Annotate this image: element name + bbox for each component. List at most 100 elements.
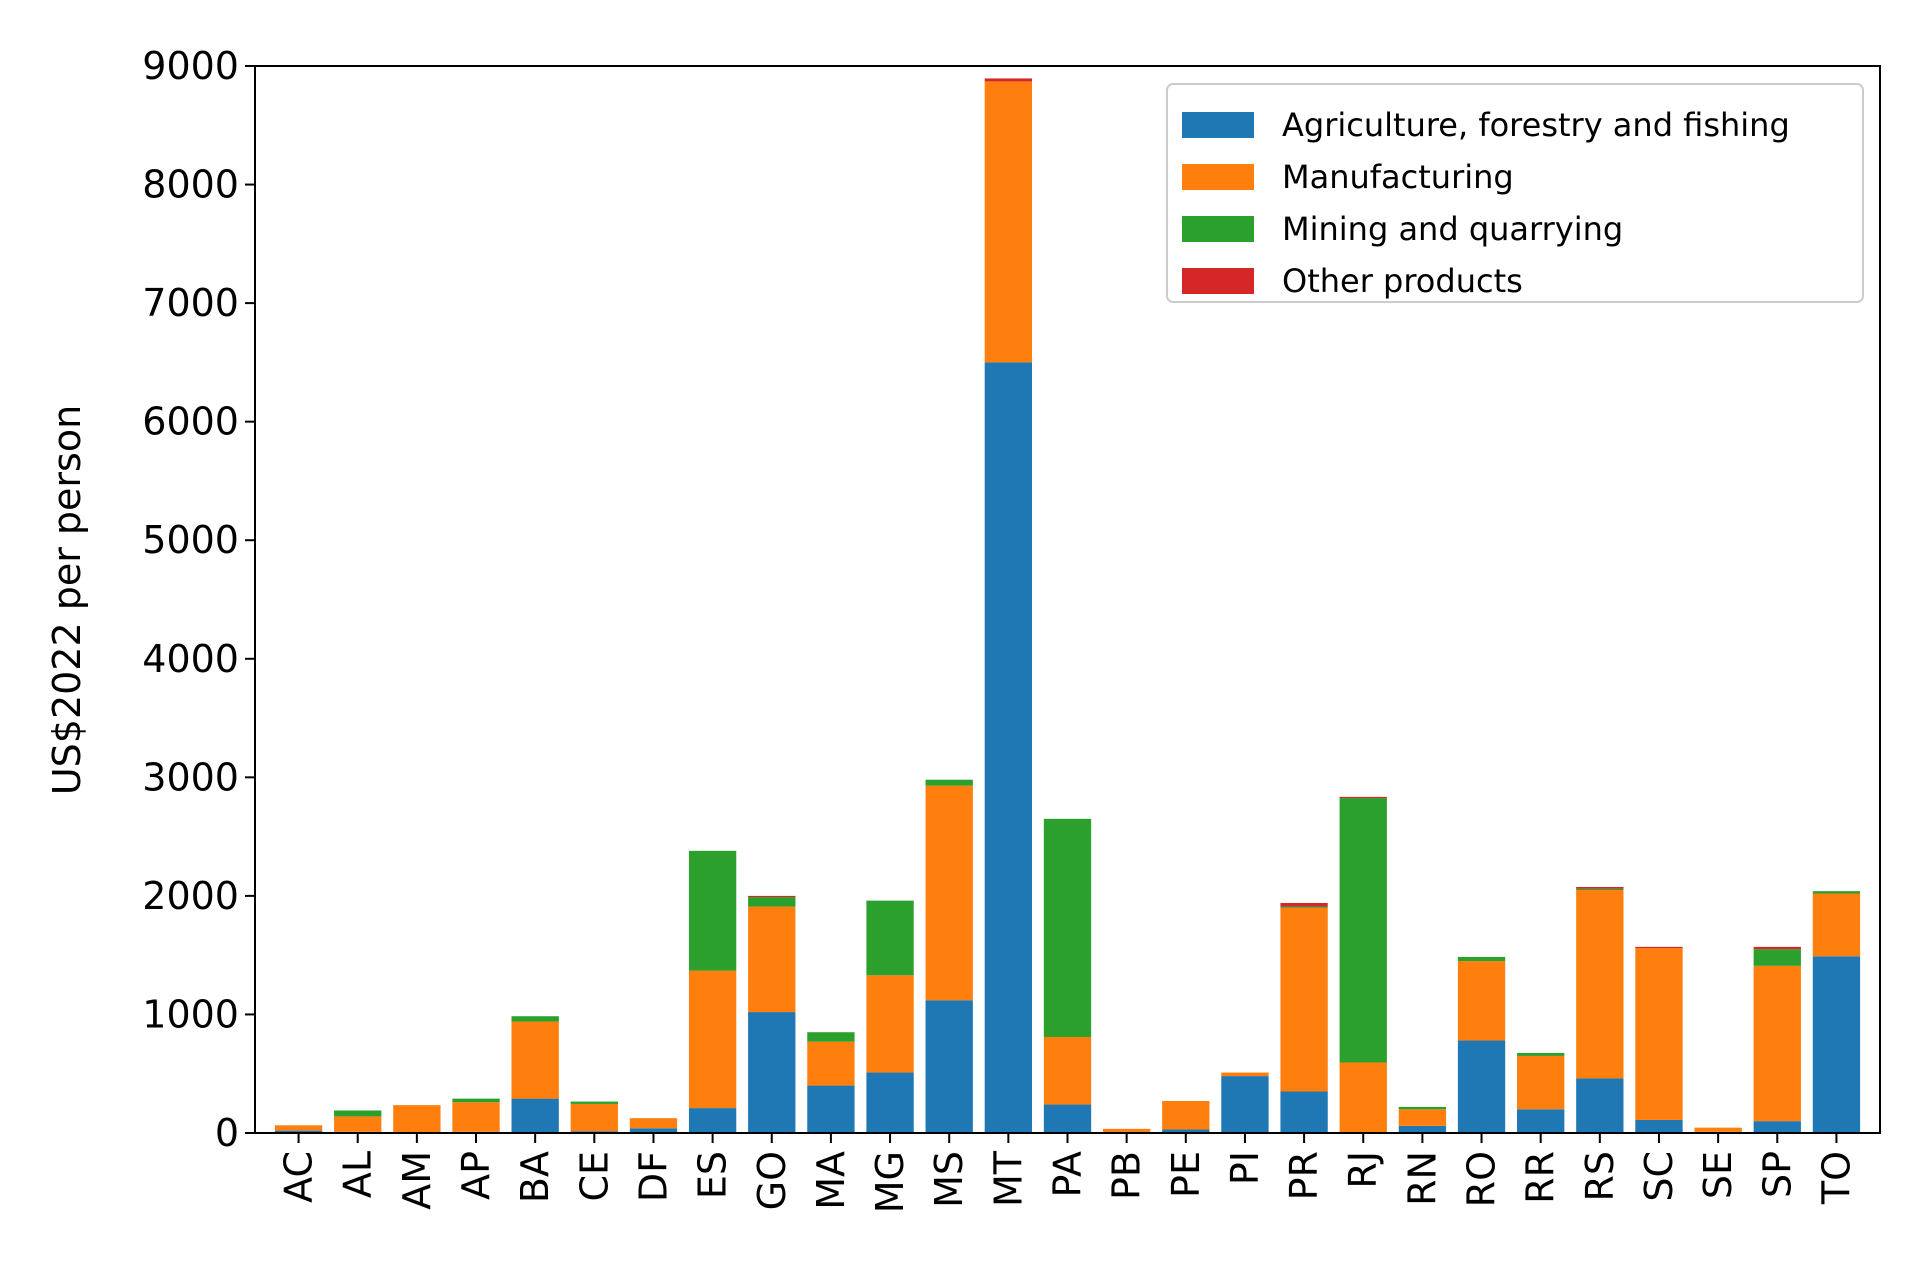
- x-tick-label: PI: [1223, 1151, 1267, 1185]
- x-tick-label: ES: [691, 1151, 735, 1199]
- y-tick-label: 5000: [142, 518, 239, 562]
- bar-es-series-0: [688, 1108, 737, 1133]
- bar-ms-series-1: [925, 785, 973, 1001]
- y-tick-label: 3000: [142, 755, 239, 799]
- x-tick-label: SP: [1755, 1151, 1799, 1198]
- x-tick-label: DF: [631, 1151, 675, 1202]
- y-tick-label: 7000: [142, 281, 239, 325]
- y-tick-label: 0: [215, 1111, 239, 1155]
- bar-ba-series-2: [511, 1016, 559, 1022]
- x-tick-label: MG: [868, 1151, 912, 1213]
- bar-go-series-3: [748, 895, 796, 898]
- x-tick-label: AL: [336, 1151, 380, 1198]
- bar-rs-series-3: [1576, 887, 1624, 889]
- bar-al-series-2: [334, 1110, 382, 1117]
- x-tick-label: RR: [1519, 1151, 1563, 1204]
- plot-frame: [254, 65, 1881, 1134]
- bar-ap-series-2: [452, 1098, 500, 1103]
- x-tick-label: RS: [1578, 1151, 1622, 1202]
- x-tick-label: RJ: [1341, 1151, 1385, 1189]
- y-tick-label: 1000: [142, 992, 239, 1036]
- bar-ro-series-1: [1457, 961, 1506, 1041]
- x-tick-label: SE: [1696, 1151, 1740, 1199]
- bar-ce-series-2: [570, 1101, 618, 1104]
- bar-es-series-2: [688, 850, 737, 971]
- legend-label: Agriculture, forestry and fishing: [1282, 106, 1790, 144]
- bars-layer: [274, 78, 1861, 1133]
- bar-ma-series-0: [807, 1085, 855, 1133]
- x-tick-label: RO: [1460, 1151, 1504, 1207]
- bar-df-series-1: [629, 1118, 678, 1129]
- x-axis: AC AL AM AP BA CE DF ES GO MA MG MS MT PA PB PE PI PR RJ RN…: [277, 1133, 1858, 1213]
- x-tick-label: PE: [1164, 1151, 1208, 1198]
- legend-label: Manufacturing: [1282, 158, 1514, 196]
- bar-sp-series-0: [1753, 1121, 1801, 1133]
- bar-sc-series-0: [1635, 1119, 1683, 1133]
- bar-ba-series-1: [511, 1021, 559, 1099]
- bar-ce-series-1: [570, 1103, 618, 1132]
- y-tick-label: 9000: [142, 44, 239, 88]
- bar-sp-series-2: [1753, 949, 1801, 966]
- bar-rj-series-2: [1339, 798, 1387, 1063]
- bar-sp-series-3: [1753, 946, 1801, 950]
- legend: Agriculture, forestry and fishing Manufac…: [1166, 83, 1864, 303]
- bar-rr-series-0: [1517, 1109, 1565, 1133]
- bar-mg-series-1: [866, 975, 914, 1073]
- bar-mg-series-2: [866, 900, 914, 976]
- bar-pr-series-0: [1280, 1091, 1328, 1133]
- x-tick-label: PB: [1105, 1151, 1149, 1200]
- bar-pr-series-3: [1280, 903, 1328, 907]
- bar-es-series-1: [688, 970, 737, 1109]
- bar-rj-series-1: [1339, 1062, 1387, 1133]
- legend-swatch: [1182, 112, 1254, 138]
- bar-rr-series-2: [1517, 1052, 1565, 1056]
- x-tick-label: PR: [1282, 1151, 1326, 1200]
- bar-rs-series-1: [1576, 889, 1624, 1079]
- bar-ba-series-0: [511, 1098, 559, 1133]
- bar-go-series-1: [748, 906, 796, 1013]
- x-tick-label: PA: [1046, 1151, 1090, 1197]
- legend-swatch: [1182, 216, 1254, 242]
- bar-rs-series-2: [1576, 888, 1624, 890]
- bar-pi-series-1: [1221, 1072, 1269, 1077]
- x-tick-label: AM: [395, 1151, 439, 1210]
- bar-ac-series-1: [274, 1125, 323, 1131]
- x-tick-label: AP: [454, 1151, 498, 1200]
- bar-mg-series-0: [866, 1072, 914, 1133]
- x-tick-label: MT: [986, 1150, 1030, 1207]
- bar-mt-series-3: [984, 78, 1033, 82]
- x-tick-label: TO: [1814, 1151, 1858, 1205]
- x-tick-label: SC: [1637, 1151, 1681, 1202]
- bar-to-series-1: [1812, 893, 1861, 957]
- x-tick-label: RN: [1400, 1151, 1444, 1206]
- bar-rn-series-1: [1398, 1109, 1447, 1126]
- bar-rr-series-1: [1517, 1055, 1565, 1110]
- bar-rs-series-0: [1576, 1078, 1624, 1133]
- y-tick-label: 2000: [142, 874, 239, 918]
- bar-rj-series-3: [1339, 796, 1387, 799]
- bar-mt-series-0: [984, 362, 1033, 1133]
- bar-ma-series-2: [807, 1032, 855, 1042]
- legend-label: Mining and quarrying: [1282, 210, 1623, 248]
- bar-pr-series-1: [1280, 907, 1328, 1092]
- bar-rn-series-0: [1398, 1125, 1447, 1133]
- legend-label: Other products: [1282, 262, 1523, 300]
- bar-sp-series-1: [1753, 965, 1801, 1122]
- bar-go-series-0: [748, 1012, 796, 1133]
- x-tick-label: BA: [513, 1151, 557, 1203]
- bar-ms-series-0: [925, 1000, 973, 1133]
- bar-pa-series-0: [1043, 1104, 1092, 1133]
- x-tick-label: AC: [277, 1151, 321, 1203]
- legend-swatch: [1182, 268, 1254, 294]
- bar-ro-series-2: [1457, 956, 1506, 962]
- y-tick-label: 8000: [142, 163, 239, 207]
- bar-am-series-1: [393, 1105, 441, 1133]
- bar-pi-series-0: [1221, 1076, 1269, 1133]
- x-tick-label: GO: [750, 1151, 794, 1210]
- bar-df-series-0: [629, 1128, 678, 1133]
- bar-rn-series-2: [1398, 1106, 1447, 1110]
- x-tick-label: MA: [809, 1151, 853, 1210]
- legend-frame: [1166, 83, 1864, 303]
- bar-go-series-2: [748, 897, 796, 907]
- x-tick-label: MS: [927, 1151, 971, 1208]
